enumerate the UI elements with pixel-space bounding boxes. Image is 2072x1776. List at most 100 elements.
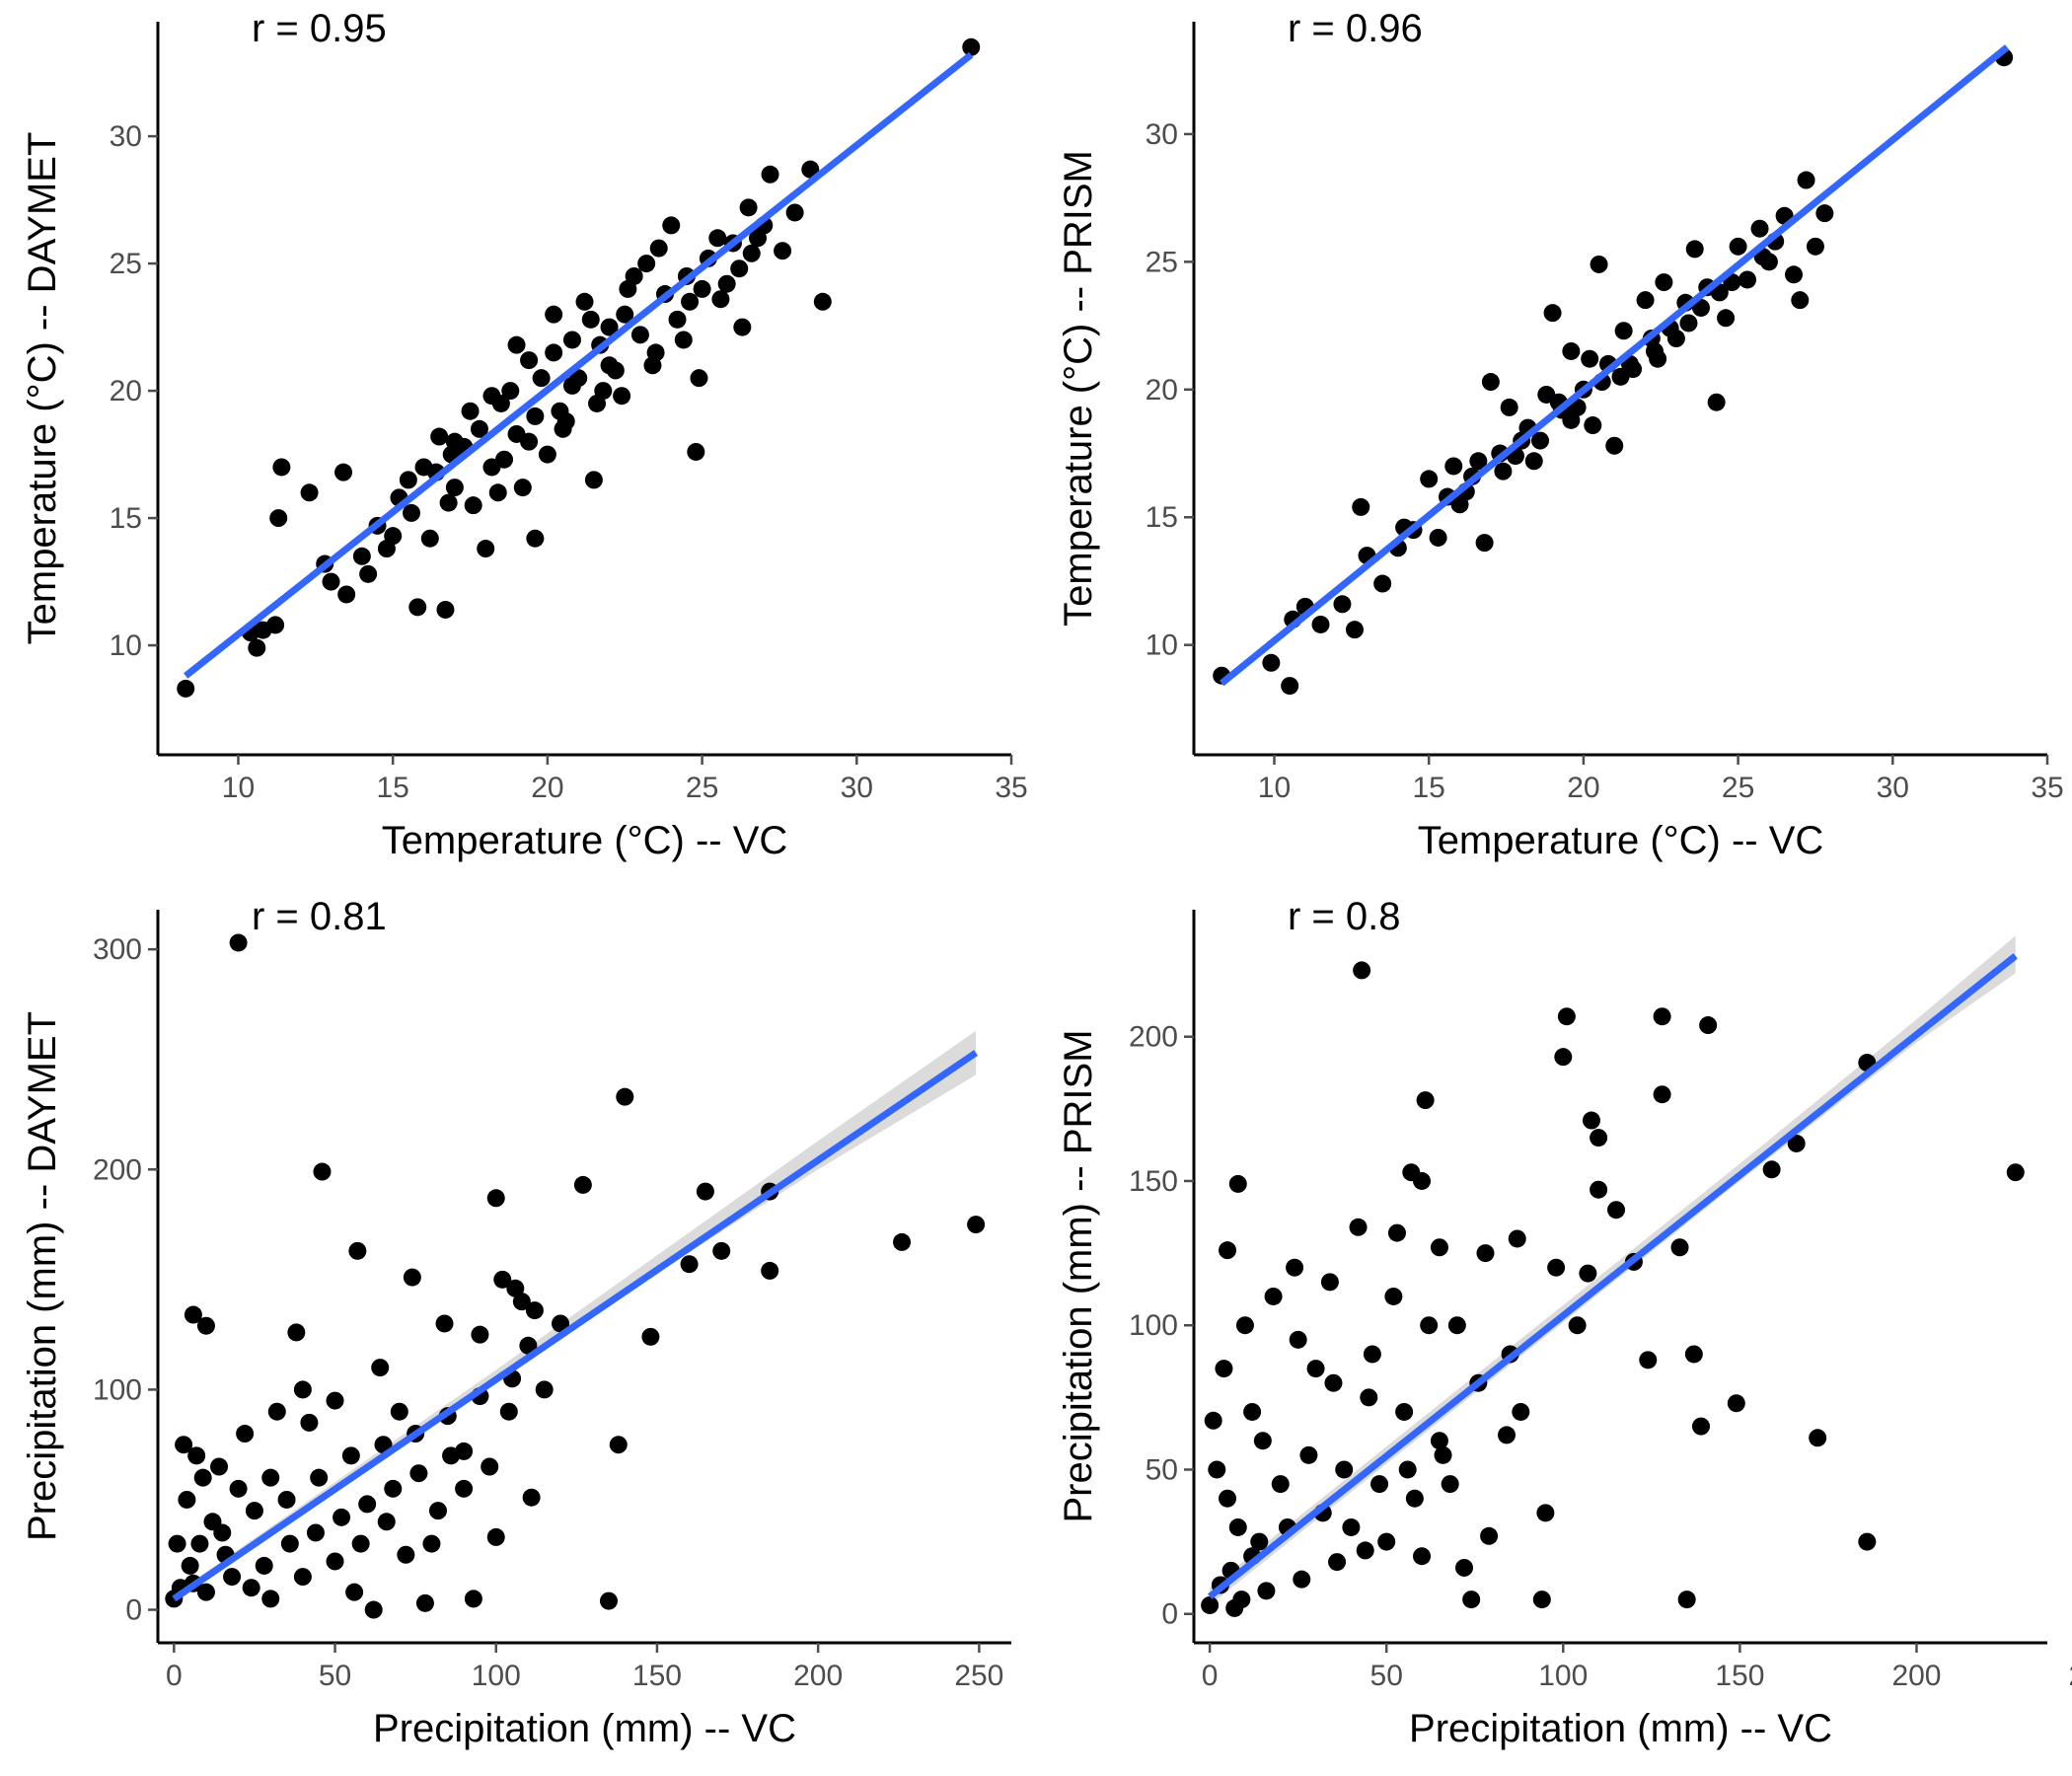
data-point xyxy=(464,1590,482,1608)
data-point xyxy=(1328,1553,1347,1572)
y-tick-label: 0 xyxy=(125,1594,142,1627)
data-point xyxy=(962,37,981,56)
data-point xyxy=(1579,1264,1597,1283)
data-point xyxy=(616,305,634,324)
data-point xyxy=(600,356,619,375)
data-point xyxy=(1219,1489,1237,1508)
data-point xyxy=(693,279,711,298)
data-point xyxy=(554,419,572,438)
data-point xyxy=(1582,1111,1600,1130)
data-point xyxy=(178,1490,196,1509)
data-point xyxy=(712,1241,731,1260)
x-tick-label: 50 xyxy=(1370,1660,1403,1692)
data-point xyxy=(359,564,378,583)
y-tick-label: 15 xyxy=(110,502,142,535)
data-point xyxy=(520,351,539,370)
data-point xyxy=(1204,1411,1222,1430)
panel-precip-daymet: 0 50 100 150 200 250 0 100 200 300 Precipitation (… xyxy=(0,888,1036,1776)
data-point xyxy=(280,1534,299,1553)
correlation-annotation: r = 0.8 xyxy=(1288,895,1401,938)
x-tick-label: 150 xyxy=(632,1660,682,1692)
data-point xyxy=(1353,961,1371,980)
data-point xyxy=(513,479,532,497)
data-point xyxy=(1547,1258,1566,1277)
data-point xyxy=(1607,1201,1626,1220)
data-point xyxy=(1430,1432,1448,1450)
data-point xyxy=(1342,1517,1361,1536)
data-point xyxy=(573,1175,592,1194)
data-point xyxy=(1679,314,1698,333)
data-point xyxy=(512,1293,531,1311)
data-point xyxy=(1581,349,1599,368)
data-point xyxy=(613,387,631,406)
data-point xyxy=(1524,452,1543,471)
data-point xyxy=(1543,304,1562,323)
data-point xyxy=(1356,1541,1374,1560)
data-point xyxy=(358,1495,377,1514)
data-point xyxy=(236,1425,255,1443)
data-point xyxy=(1219,1241,1237,1260)
data-point xyxy=(345,1583,364,1601)
x-tick-label: 10 xyxy=(1258,772,1291,804)
data-point xyxy=(248,638,266,657)
data-point xyxy=(1815,204,1834,223)
data-point xyxy=(306,1523,325,1542)
x-tick-label: 50 xyxy=(319,1660,351,1692)
data-point xyxy=(1762,1160,1781,1179)
data-point xyxy=(1684,1345,1703,1364)
data-point xyxy=(1532,1591,1551,1609)
data-point xyxy=(470,419,488,438)
data-point xyxy=(893,1232,912,1251)
data-point xyxy=(674,331,693,349)
y-axis-title: Precipitation (mm) -- DAYMET xyxy=(21,1011,64,1541)
data-point xyxy=(545,343,563,362)
data-point xyxy=(408,598,427,617)
data-point xyxy=(223,1568,242,1587)
data-point xyxy=(477,540,495,558)
y-tick-label: 50 xyxy=(1146,1453,1178,1486)
data-point xyxy=(637,255,656,273)
x-tick-label: 35 xyxy=(995,772,1027,804)
data-point xyxy=(471,1325,489,1344)
data-point xyxy=(1311,615,1330,633)
data-point xyxy=(1395,1402,1414,1421)
data-point xyxy=(445,479,464,497)
data-point xyxy=(1413,1171,1432,1190)
x-tick-label: 15 xyxy=(1413,772,1445,804)
x-tick-label: 200 xyxy=(793,1660,843,1692)
data-point xyxy=(1791,291,1810,310)
data-point xyxy=(1271,1475,1290,1494)
correlation-annotation: r = 0.95 xyxy=(252,7,387,50)
data-point xyxy=(322,572,340,591)
x-tick-label: 100 xyxy=(1538,1660,1588,1692)
data-point xyxy=(1750,219,1769,238)
data-point xyxy=(519,1336,538,1355)
data-point xyxy=(1653,1007,1671,1026)
panel-temp-prism: 10 15 20 25 30 35 10 15 20 25 30 Temperature (°C) -… xyxy=(1036,0,2072,888)
data-point xyxy=(403,1268,421,1287)
data-point xyxy=(1434,1445,1452,1464)
data-point xyxy=(526,529,545,548)
data-point xyxy=(1590,255,1608,273)
data-point xyxy=(1333,595,1352,614)
data-point xyxy=(1384,1287,1403,1305)
data-point xyxy=(196,1583,215,1601)
data-point xyxy=(690,369,708,388)
points-group xyxy=(165,933,986,1619)
x-tick-label: 250 xyxy=(2069,1660,2072,1692)
x-tick-label: 30 xyxy=(1877,772,1909,804)
data-point xyxy=(687,442,705,461)
data-point xyxy=(1299,1445,1318,1464)
y-axis-title: Temperature (°C) -- DAYMET xyxy=(21,132,64,645)
data-point xyxy=(501,382,520,401)
data-point xyxy=(1228,1517,1247,1536)
data-point xyxy=(177,679,195,698)
data-point xyxy=(1787,1134,1806,1152)
data-point xyxy=(1447,1316,1466,1335)
data-point xyxy=(267,1402,286,1421)
x-tick-label: 100 xyxy=(472,1660,521,1692)
data-point xyxy=(785,203,804,222)
x-axis-title: Temperature (°C) -- VC xyxy=(382,819,788,862)
data-point xyxy=(187,1446,206,1465)
data-point xyxy=(581,310,600,329)
